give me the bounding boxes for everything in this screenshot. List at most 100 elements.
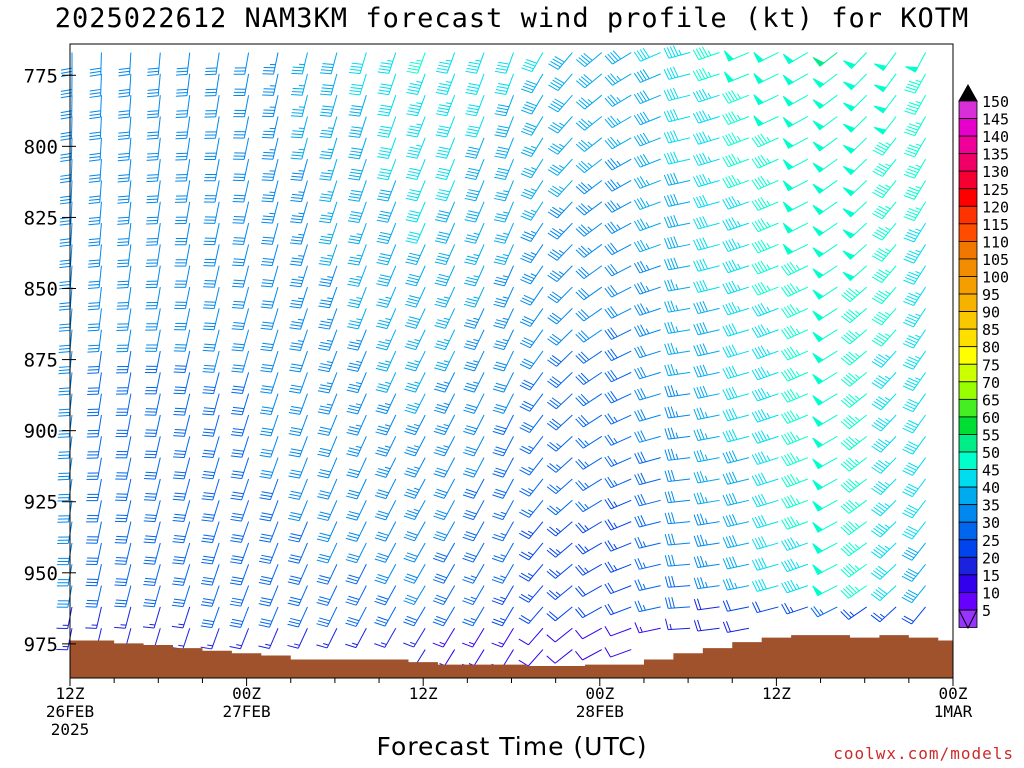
wind-barb <box>87 372 102 396</box>
wind-barb <box>259 478 279 501</box>
y-axis: 775 800 825 850 875 900 925 950 975 <box>24 65 76 656</box>
wind-barb <box>494 180 514 202</box>
wind-barb <box>633 111 661 126</box>
wind-barb <box>546 649 573 664</box>
wind-barb <box>463 393 485 414</box>
wind-barb <box>172 500 191 522</box>
wind-barb <box>722 599 750 612</box>
wind-barb <box>288 500 308 522</box>
wind-barb <box>812 94 838 110</box>
colorbar-swatch <box>958 346 978 365</box>
wind-barb <box>434 350 456 372</box>
wind-barb <box>547 329 573 346</box>
wind-barb <box>874 52 897 72</box>
wind-barb <box>117 201 132 225</box>
wind-barb <box>173 329 191 352</box>
wind-barb <box>518 563 544 582</box>
wind-barb <box>318 329 338 351</box>
wind-barb <box>143 542 161 565</box>
wind-barb <box>781 304 809 319</box>
wind-barb <box>493 350 514 372</box>
wind-barb <box>201 500 220 522</box>
wind-barb <box>781 473 809 488</box>
wind-barb <box>404 393 426 414</box>
wind-barb <box>171 628 191 650</box>
wind-barb <box>86 478 102 502</box>
wind-barb <box>604 73 632 86</box>
wind-barb <box>405 286 426 308</box>
wind-barb <box>318 222 338 245</box>
wind-barb <box>347 308 367 330</box>
y-tick-label: 850 <box>24 279 58 301</box>
wind-barb <box>520 222 544 242</box>
wind-barb <box>115 457 132 480</box>
wind-barb <box>403 500 426 521</box>
wind-barb <box>287 585 308 607</box>
wind-barb <box>377 95 397 117</box>
wind-barb <box>575 73 603 89</box>
wind-barb <box>230 542 250 565</box>
wind-barb <box>288 457 308 479</box>
wind-barb <box>604 200 632 213</box>
wind-barb <box>519 414 544 434</box>
wind-barb <box>693 407 720 420</box>
wind-barb <box>870 563 897 580</box>
wind-barb <box>494 94 514 117</box>
wind-barb <box>519 329 544 349</box>
wind-barb <box>872 158 897 177</box>
wind-barb <box>633 69 661 83</box>
wind-barb <box>376 201 397 223</box>
wind-barb <box>316 628 338 649</box>
wind-barb <box>840 435 868 451</box>
wind-barb <box>902 457 926 476</box>
wind-barb <box>693 428 720 442</box>
wind-barb <box>781 388 809 403</box>
wind-barb <box>722 429 750 443</box>
colorbar-swatch <box>958 311 978 330</box>
wind-barb <box>258 606 279 628</box>
wind-barb <box>462 542 485 563</box>
wind-barb <box>812 457 838 470</box>
wind-barb <box>782 94 809 107</box>
wind-barb <box>664 257 691 271</box>
wind-barb <box>842 180 868 197</box>
wind-barb <box>546 521 573 537</box>
wind-barb <box>723 71 750 83</box>
wind-barb <box>520 158 544 179</box>
wind-barb <box>259 393 279 416</box>
wind-barb <box>633 260 661 274</box>
wind-barb <box>812 73 838 88</box>
wind-barb <box>546 499 573 516</box>
wind-barb <box>546 414 573 431</box>
wind-barb <box>261 159 279 182</box>
wind-barb <box>175 137 191 161</box>
wind-barb <box>901 606 926 625</box>
wind-barb <box>664 597 691 609</box>
wind-barb <box>664 448 691 461</box>
wind-barb <box>175 52 191 76</box>
wind-barb <box>873 116 897 135</box>
wind-barb <box>575 180 603 195</box>
wind-barb <box>843 73 868 91</box>
wind-barb <box>692 88 720 103</box>
wind-barb <box>405 180 426 202</box>
wind-barb <box>693 471 720 484</box>
wind-barb <box>840 563 867 578</box>
wind-barb <box>230 436 250 458</box>
wind-barb <box>261 116 279 139</box>
wind-barb <box>604 647 632 658</box>
wind-barb <box>462 457 485 478</box>
wind-barb <box>435 73 456 95</box>
colorbar-label: 50 <box>982 444 1000 462</box>
wind-barb <box>693 279 720 293</box>
wind-barb <box>751 430 779 444</box>
wind-barb <box>722 365 750 379</box>
wind-barb <box>318 244 338 266</box>
wind-barb <box>493 244 514 266</box>
wind-barb <box>604 242 632 256</box>
wind-barb <box>374 521 397 542</box>
wind-barb <box>548 52 573 70</box>
wind-barb <box>174 244 191 267</box>
wind-barb <box>86 414 102 438</box>
wind-barb <box>406 137 426 159</box>
